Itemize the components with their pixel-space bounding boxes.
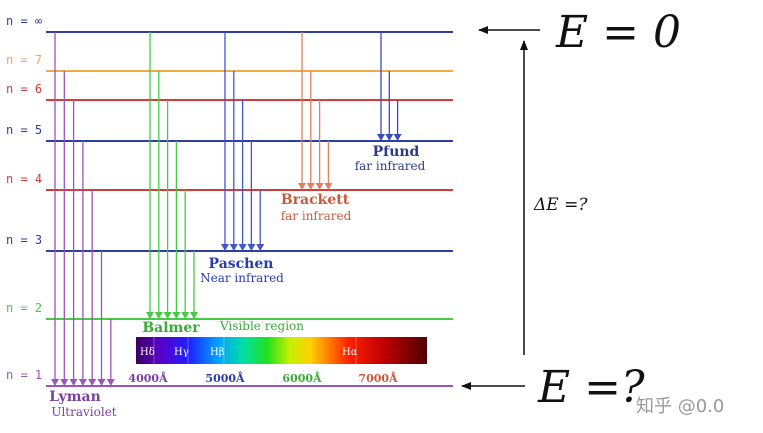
wavelength-tick-label: 6000Å (282, 371, 322, 385)
series-subtitle: Visible region (219, 319, 304, 333)
spectrum-line-label: Hγ (174, 347, 189, 358)
visible-spectrum: Hδ Hγ Hβ Hα 4000Å 5000Å 6000Å 7000Å (128, 337, 427, 385)
energy-level-label: n = ∞ (6, 14, 42, 28)
energy-annotations: E = 0 E =? ΔE =? (461, 7, 681, 413)
series-name: Paschen (209, 256, 274, 272)
wavelength-tick-label: 7000Å (358, 371, 398, 385)
wavelength-ticks: 4000Å 5000Å 6000Å 7000Å (128, 371, 398, 385)
energy-level-label: n = 1 (6, 368, 42, 382)
top-energy-label: E = 0 (555, 7, 681, 58)
delta-energy-label: ΔE =? (533, 195, 588, 215)
spectrum-line-label: Hα (342, 347, 358, 358)
energy-level-label: n = 6 (6, 82, 42, 96)
series-subtitle: Near infrared (200, 271, 284, 285)
bottom-energy-label: E =? (537, 362, 645, 413)
energy-levels: n = ∞ n = 7 n = 6 n = 5 n = 4 n = 3 n = 2 n = 1 (6, 14, 453, 387)
series-name: Lyman (49, 389, 101, 405)
series-name: Brackett (281, 192, 350, 208)
transition-arrows (51, 32, 402, 386)
spectrum-bar (136, 337, 427, 364)
spectrum-line-labels: Hδ Hγ Hβ Hα (140, 337, 358, 364)
spectrum-line-label: Hβ (210, 347, 225, 358)
series-name: Pfund (373, 144, 420, 160)
energy-level-label: n = 4 (6, 172, 42, 186)
wavelength-tick-label: 4000Å (128, 371, 168, 385)
spectrum-line-label: Hδ (140, 347, 155, 358)
wavelength-tick-label: 5000Å (205, 371, 245, 385)
series-subtitle: far infrared (281, 209, 352, 223)
series-name: Balmer (142, 320, 200, 336)
energy-level-label: n = 2 (6, 301, 42, 315)
energy-level-label: n = 3 (6, 233, 42, 247)
energy-level-label: n = 5 (6, 123, 42, 137)
watermark: 知乎 @0.0 (636, 396, 725, 417)
energy-level-label: n = 7 (6, 53, 42, 67)
series-subtitle: Ultraviolet (51, 405, 116, 419)
series-subtitle: far infrared (355, 159, 426, 173)
